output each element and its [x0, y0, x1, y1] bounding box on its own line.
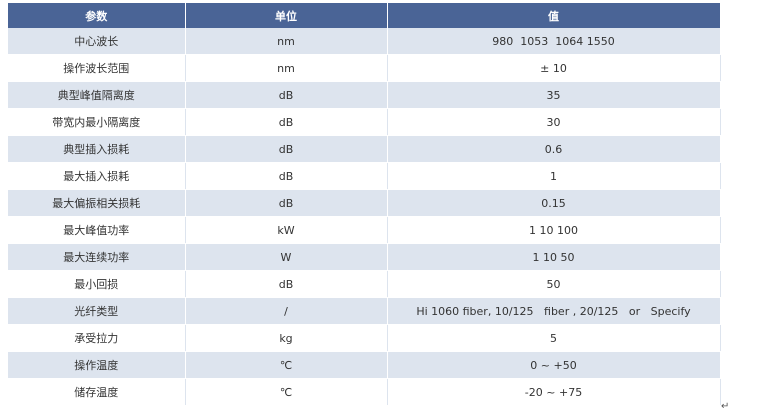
- header-cell: 值: [387, 3, 721, 28]
- table-cell: 1 10 50: [387, 243, 721, 271]
- table-row: 最大连续功率 W 1 10 50: [8, 243, 721, 271]
- table-row: 最小回损 dB 50: [8, 270, 721, 298]
- table-row: 带宽内最小隔离度 dB 30: [8, 108, 721, 136]
- table-cell: 典型插入损耗: [8, 135, 186, 163]
- table-cell: dB: [185, 135, 388, 163]
- header-row: 参数 单位值: [8, 3, 721, 28]
- table-cell: kg: [185, 324, 388, 352]
- table-cell: nm: [185, 54, 388, 82]
- table-cell: -20 ~ +75: [387, 378, 721, 406]
- table-cell: 最大峰值功率: [8, 216, 186, 244]
- table-header: 参数 单位值: [8, 3, 721, 28]
- header-cell: 单位: [185, 3, 388, 28]
- spec-table: 参数 单位值 中心波长 nm 980 1053 1064 1550 操作波长范围 nm ± …: [8, 3, 721, 406]
- table-row: 典型插入损耗 dB 0.6: [8, 135, 721, 163]
- table-cell: 最小回损: [8, 270, 186, 298]
- table-cell: 最大偏振相关损耗: [8, 189, 186, 217]
- table-cell: nm: [185, 28, 388, 55]
- table-cell: 50: [387, 270, 721, 298]
- table-cell: 中心波长: [8, 28, 186, 55]
- table-row: 操作温度 ℃ 0 ~ +50: [8, 351, 721, 379]
- table-cell: 0.6: [387, 135, 721, 163]
- table-cell: 1 10 100: [387, 216, 721, 244]
- table-cell: ℃: [185, 351, 388, 379]
- table-row: 储存温度 ℃ -20 ~ +75: [8, 378, 721, 406]
- table-cell: 光纤类型: [8, 297, 186, 325]
- table-row: 最大插入损耗 dB 1: [8, 162, 721, 190]
- table-row: 中心波长 nm 980 1053 1064 1550: [8, 28, 721, 55]
- table-row: 承受拉力 kg 5: [8, 324, 721, 352]
- table-cell: 35: [387, 81, 721, 109]
- table-cell: 操作温度: [8, 351, 186, 379]
- spec-table-wrap: 参数 单位值 中心波长 nm 980 1053 1064 1550 操作波长范围 nm ± …: [8, 3, 721, 406]
- table-row: 最大峰值功率 kW 1 10 100: [8, 216, 721, 244]
- header-cell: 参数: [8, 3, 186, 28]
- table-cell: /: [185, 297, 388, 325]
- table-cell: 0.15: [387, 189, 721, 217]
- table-cell: 最大连续功率: [8, 243, 186, 271]
- table-cell: 操作波长范围: [8, 54, 186, 82]
- table-row: 最大偏振相关损耗 dB 0.15: [8, 189, 721, 217]
- table-cell: 30: [387, 108, 721, 136]
- table-cell: dB: [185, 270, 388, 298]
- table-cell: 5: [387, 324, 721, 352]
- table-cell: 1: [387, 162, 721, 190]
- table-cell: Hi 1060 fiber, 10/125 fiber , 20/125 or …: [387, 297, 721, 325]
- table-cell: ± 10: [387, 54, 721, 82]
- table-cell: 带宽内最小隔离度: [8, 108, 186, 136]
- table-row: 典型峰值隔离度 dB 35: [8, 81, 721, 109]
- table-cell: 980 1053 1064 1550: [387, 28, 721, 55]
- table-cell: dB: [185, 189, 388, 217]
- table-cell: dB: [185, 108, 388, 136]
- table-cell: 承受拉力: [8, 324, 186, 352]
- table-cell: dB: [185, 81, 388, 109]
- table-cell: 0 ~ +50: [387, 351, 721, 379]
- table-body: 中心波长 nm 980 1053 1064 1550 操作波长范围 nm ± 10 典型峰值…: [8, 28, 721, 406]
- table-cell: dB: [185, 162, 388, 190]
- table-cell: kW: [185, 216, 388, 244]
- table-cell: 最大插入损耗: [8, 162, 186, 190]
- table-row: 操作波长范围 nm ± 10: [8, 54, 721, 82]
- table-cell: 典型峰值隔离度: [8, 81, 186, 109]
- table-cell: ℃: [185, 378, 388, 406]
- paragraph-mark: ↵: [721, 401, 730, 412]
- table-row: 光纤类型 / Hi 1060 fiber, 10/125 fiber , 20/12…: [8, 297, 721, 325]
- table-cell: 储存温度: [8, 378, 186, 406]
- table-cell: W: [185, 243, 388, 271]
